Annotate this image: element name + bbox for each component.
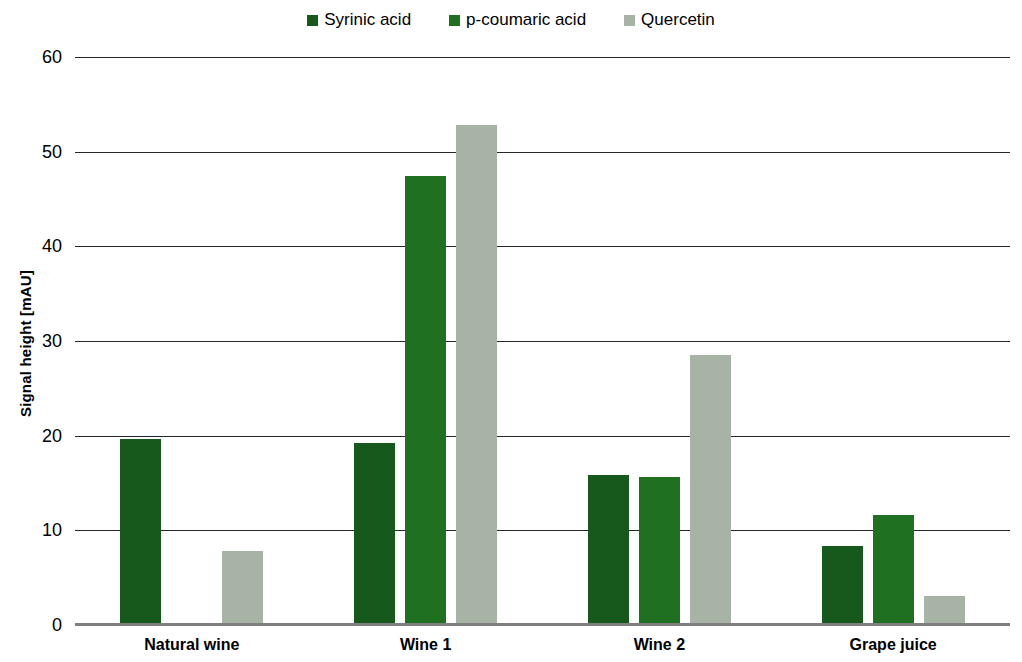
bar-chart: Syrinic acidp-coumaric acidQuercetin Sig… [0, 0, 1022, 662]
legend-item-syrinic-acid: Syrinic acid [307, 8, 411, 32]
bar-quercetin-grape-juice [924, 596, 965, 625]
gridline-30 [75, 341, 1010, 342]
y-tick-label-60: 60 [18, 46, 62, 68]
x-axis-line [75, 623, 1010, 626]
x-category-label-wine-1: Wine 1 [316, 636, 536, 654]
legend-label: Syrinic acid [324, 8, 411, 32]
gridline-20 [75, 436, 1010, 437]
legend-label: Quercetin [641, 8, 715, 32]
chart-legend: Syrinic acid p-coumaric acid Quercetin [0, 8, 1022, 32]
bar-syrinic-acid-wine-2 [588, 475, 629, 625]
legend-label: p-coumaric acid [466, 8, 586, 32]
gridline-50 [75, 152, 1010, 153]
bar-group-natural-wine [120, 439, 263, 625]
bar-p-coumaric-acid-wine-1 [405, 176, 446, 625]
x-category-label-natural-wine: Natural wine [82, 636, 302, 654]
legend-item-quercetin: Quercetin [624, 8, 715, 32]
y-tick-label-40: 40 [18, 235, 62, 257]
bar-p-coumaric-acid-wine-2 [639, 477, 680, 625]
legend-item-p-coumaric-acid: p-coumaric acid [449, 8, 586, 32]
plot-area [75, 57, 1010, 625]
gridline-40 [75, 246, 1010, 247]
y-tick-label-20: 20 [18, 425, 62, 447]
y-tick-label-50: 50 [18, 141, 62, 163]
x-category-label-grape-juice: Grape juice [783, 636, 1003, 654]
bar-quercetin-wine-2 [690, 355, 731, 625]
legend-swatch-icon [449, 15, 460, 26]
bar-group-wine-1 [354, 125, 497, 625]
legend-swatch-icon [624, 15, 635, 26]
y-tick-label-0: 0 [18, 614, 62, 636]
bar-syrinic-acid-natural-wine [120, 439, 161, 625]
x-category-label-wine-2: Wine 2 [549, 636, 769, 654]
bar-syrinic-acid-wine-1 [354, 443, 395, 625]
legend-swatch-icon [307, 15, 318, 26]
y-tick-label-30: 30 [18, 330, 62, 352]
bar-quercetin-wine-1 [456, 125, 497, 625]
bar-quercetin-natural-wine [222, 551, 263, 625]
y-tick-label-10: 10 [18, 519, 62, 541]
bar-syrinic-acid-grape-juice [822, 546, 863, 625]
bar-p-coumaric-acid-grape-juice [873, 515, 914, 625]
bar-group-grape-juice [822, 515, 965, 625]
bar-group-wine-2 [588, 355, 731, 625]
gridline-60 [75, 57, 1010, 58]
